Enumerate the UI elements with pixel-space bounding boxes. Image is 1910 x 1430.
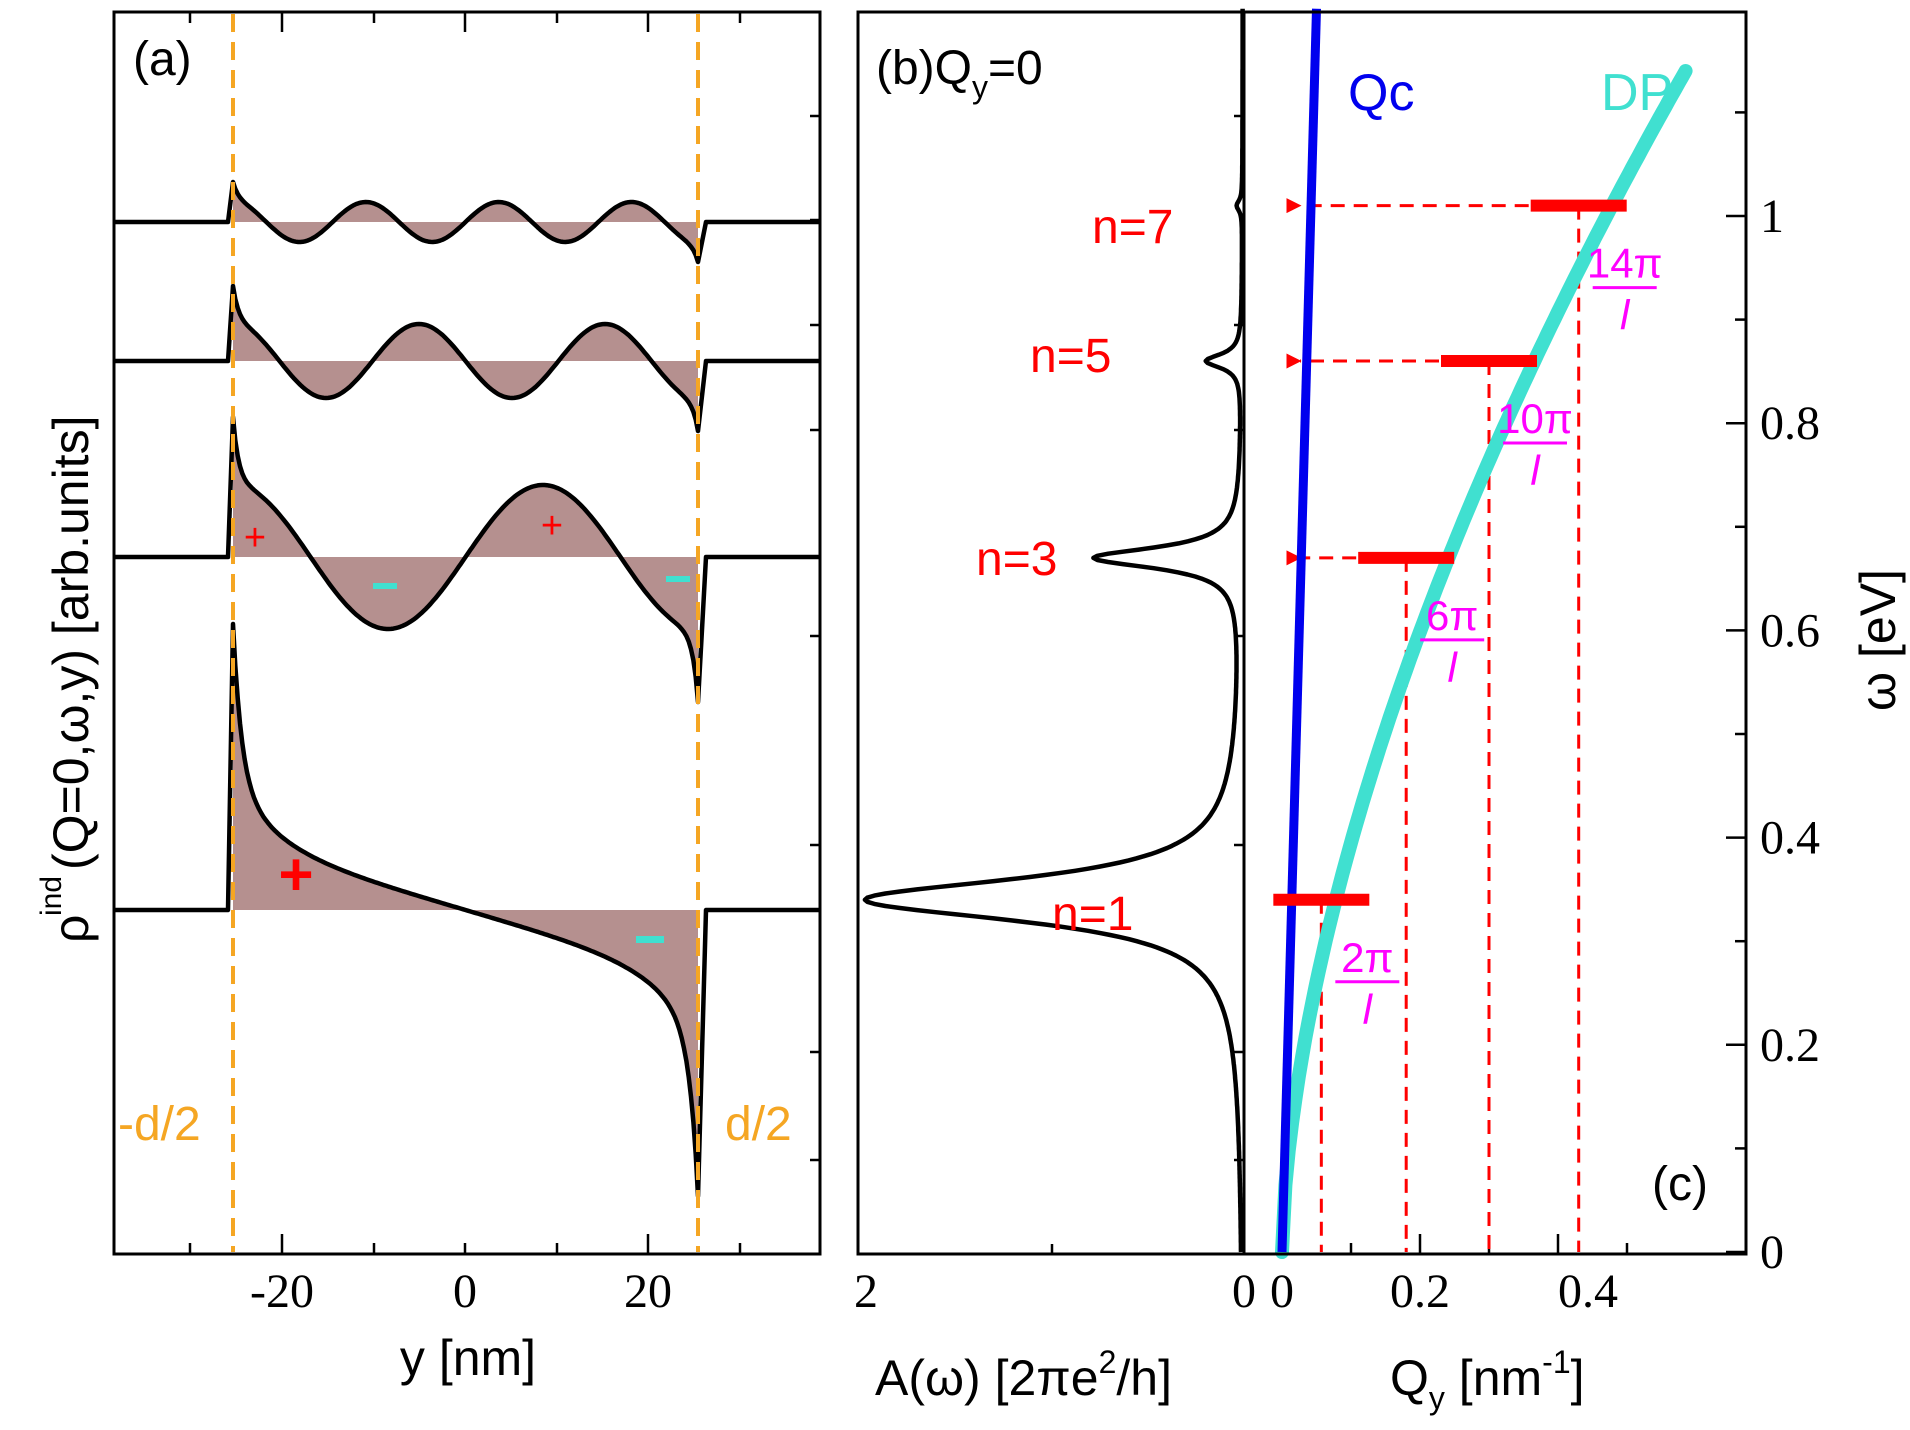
a-xtick-label: -20	[250, 1265, 314, 1318]
minus-sign	[666, 576, 690, 582]
panel-a-curves	[114, 179, 820, 1199]
panel-b: (b)Qy=0 n=1 n=3 n=5 n=7 2 0 A(ω) [2πe2/h…	[854, 8, 1256, 1406]
left-edge-label: -d/2	[118, 1098, 201, 1151]
panel-c-mode-bars	[1273, 199, 1627, 906]
c-ytick-label: 1	[1760, 190, 1784, 243]
c-ylabel-text: ω [eV]	[1850, 569, 1906, 711]
c-xtick-label: 0.2	[1390, 1265, 1450, 1318]
b-xlabel: A(ω) [2πe2/h]	[875, 1344, 1172, 1406]
panel-b-ticks	[1050, 114, 1244, 1254]
panel-a-ticks	[188, 12, 820, 1254]
panel-c-tag: (c)	[1652, 1158, 1708, 1211]
panel-b-frame	[856, 10, 1246, 1256]
fraction-denominator: l	[1363, 986, 1374, 1033]
panel-c-fractions: 2π l 6π l 10π l 14π l	[1335, 240, 1663, 1033]
qc-line	[1277, 8, 1321, 1253]
c-ylabel: ω [eV]	[1850, 569, 1906, 711]
panel-b-tag: (b)Qy=0	[876, 42, 1043, 105]
fraction-numerator: 6π	[1426, 592, 1478, 639]
minus-sign	[373, 583, 397, 589]
plus-sign: +	[244, 517, 266, 559]
fraction-numerator: 14π	[1587, 240, 1663, 287]
fraction-numerator: 2π	[1341, 934, 1393, 981]
panel-c-ytick-labels: 0 0.2 0.4 0.6 0.8 1	[1760, 190, 1820, 1279]
charge-density-fill	[233, 286, 698, 431]
fraction-denominator: l	[1448, 644, 1459, 691]
panel-a: (a) -d/2 d/2 + + + -20 0 20 y [nm] ρ ind…	[35, 10, 822, 1386]
c-ytick-label: 0.2	[1760, 1019, 1820, 1072]
charge-density-curve	[114, 621, 820, 1199]
c-xlabel: Qy [nm-1]	[1390, 1344, 1585, 1416]
dp-dispersion-curve	[1275, 64, 1693, 1259]
c-ytick-label: 0	[1760, 1226, 1784, 1279]
minus-sign	[636, 936, 664, 943]
charge-density-curve	[114, 179, 820, 265]
right-edge-label: d/2	[725, 1098, 792, 1151]
mode-label-n5: n=5	[1030, 330, 1111, 383]
panel-a-frame	[112, 10, 822, 1256]
a-xlabel: y [nm]	[400, 1330, 536, 1386]
charge-density-curve	[114, 283, 820, 434]
a-ylabel-rho: ρ	[43, 915, 99, 943]
a-xtick-label: 0	[453, 1265, 477, 1318]
fraction-denominator: l	[1530, 447, 1541, 494]
charge-density-fill	[233, 417, 698, 702]
mode-label-n1: n=1	[1052, 888, 1133, 941]
b-xtick-label: 0	[1232, 1265, 1256, 1318]
a-xtick-label: 20	[624, 1265, 672, 1318]
dp-label: DP	[1601, 64, 1673, 122]
c-ytick-label: 0.6	[1760, 604, 1820, 657]
plus-sign: +	[278, 841, 313, 908]
plus-sign: +	[541, 505, 563, 547]
charge-density-curve	[114, 414, 820, 705]
b-xtick-label: 2	[854, 1265, 878, 1318]
c-ytick-label: 0.8	[1760, 397, 1820, 450]
qc-label: Qc	[1348, 64, 1414, 122]
fraction-numerator: 10π	[1497, 395, 1573, 442]
a-ylabel-sup: ind	[35, 876, 68, 916]
c-xtick-label: 0.4	[1558, 1265, 1618, 1318]
a-ylabel: ρ ind (Q=0,ω,y) [arb.units]	[35, 416, 99, 943]
mode-label-n7: n=7	[1092, 201, 1173, 254]
c-xtick-label: 0	[1270, 1265, 1294, 1318]
spectral-function-curve	[862, 8, 1245, 1253]
c-ytick-label: 0.4	[1760, 812, 1820, 865]
mode-label-n3: n=3	[976, 533, 1057, 586]
panel-c-frame	[1242, 10, 1748, 1256]
panel-a-tag: (a)	[133, 33, 192, 86]
a-ylabel-main: (Q=0,ω,y) [arb.units]	[43, 416, 99, 870]
fraction-denominator: l	[1620, 292, 1631, 339]
panel-c-ticks	[1280, 111, 1746, 1254]
